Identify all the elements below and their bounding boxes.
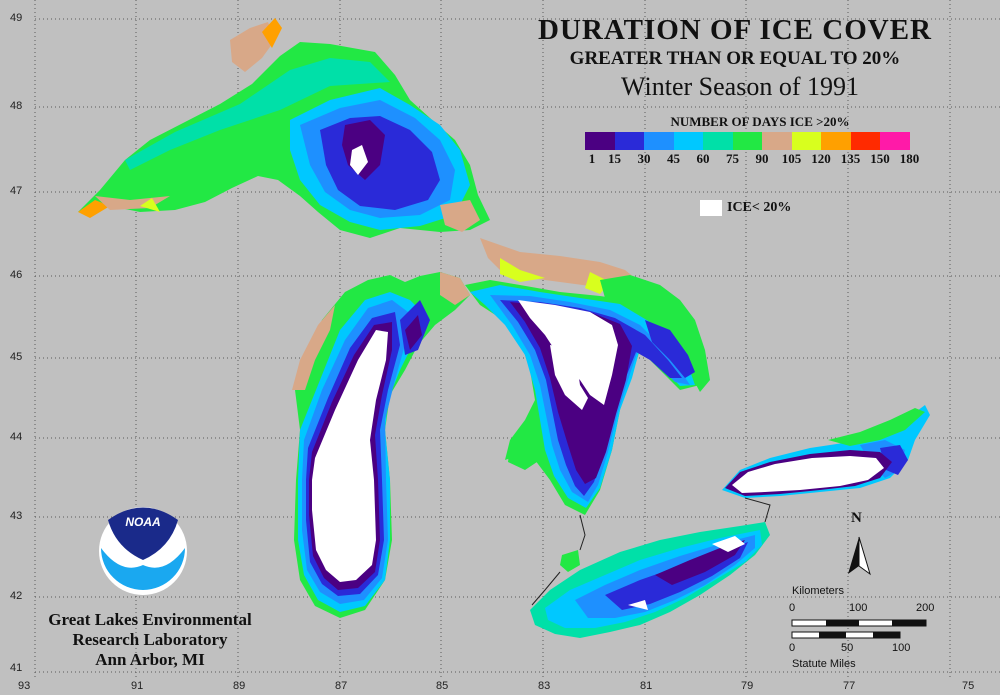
scale-km-tick: 0 <box>789 602 796 614</box>
legend-swatch <box>762 132 792 150</box>
legend-color-bar <box>585 132 910 150</box>
legend-swatch <box>673 132 703 150</box>
scale-mi-tick: 0 <box>789 642 796 654</box>
legend-tick-label: 15 <box>608 151 621 166</box>
legend-swatch <box>880 132 910 150</box>
lake-superior <box>78 18 490 238</box>
legend-tick-labels: 1 15 30 45 60 75 90 105 120 135 150 180 <box>578 151 938 167</box>
ice-legend-label: ICE< 20% <box>727 200 792 215</box>
credit-line-1: Great Lakes Environmental <box>48 610 252 629</box>
legend-swatch <box>614 132 644 150</box>
legend-tick-label: 120 <box>811 151 831 166</box>
scale-km-tick: 200 <box>916 602 935 614</box>
longitude-label: 83 <box>538 680 551 692</box>
legend-swatch <box>850 132 880 150</box>
legend-tick-label: 45 <box>667 151 680 166</box>
lake-erie <box>530 522 770 638</box>
latitude-label: 46 <box>10 269 23 281</box>
credit-line-2: Research Laboratory <box>72 630 228 649</box>
legend-swatch <box>821 132 851 150</box>
ice-legend-swatch <box>700 200 722 216</box>
scale-mi-tick: 100 <box>892 642 911 654</box>
legend-tick-label: 135 <box>840 151 861 166</box>
north-label: N <box>851 510 862 526</box>
legend-tick-label: 1 <box>588 151 596 166</box>
latitude-label: 44 <box>10 431 23 443</box>
longitude-label: 89 <box>233 680 246 692</box>
longitude-label: 81 <box>640 680 653 692</box>
north-arrow <box>848 536 871 576</box>
longitude-label: 77 <box>843 680 856 692</box>
legend-tick-label: 30 <box>637 151 651 166</box>
legend-swatch <box>644 132 674 150</box>
lake-st-clair <box>560 550 580 572</box>
legend-tick-label: 90 <box>755 151 769 166</box>
lake-huron <box>465 275 710 515</box>
season-title: Winter Season of 1991 <box>621 72 859 101</box>
latitude-label: 48 <box>10 100 23 112</box>
legend-tick-label: 180 <box>899 151 920 166</box>
latitude-label: 41 <box>10 662 23 674</box>
longitude-label: 85 <box>436 680 449 692</box>
connecting-rivers <box>531 497 771 606</box>
lake-ontario <box>722 405 930 498</box>
latitude-label: 45 <box>10 351 23 363</box>
latitude-label: 49 <box>10 12 23 24</box>
legend-tick-label: 60 <box>696 151 710 166</box>
scale-mi-tick: 50 <box>841 642 854 654</box>
scale-mi-label: Statute Miles <box>792 658 856 670</box>
latitude-label: 42 <box>10 590 23 602</box>
map-title: DURATION OF ICE COVER <box>538 14 932 46</box>
legend-swatch <box>703 132 733 150</box>
latitude-label: 47 <box>10 185 23 197</box>
longitude-label: 93 <box>18 680 31 692</box>
scale-bar-graphic <box>791 619 927 639</box>
noaa-logo <box>99 507 187 595</box>
legend-title: NUMBER OF DAYS ICE >20% <box>670 114 850 129</box>
legend-tick-label: 150 <box>870 151 890 166</box>
lake-michigan <box>292 272 470 618</box>
legend-swatch <box>791 132 821 150</box>
noaa-logo-text: NOAA <box>125 515 161 529</box>
credit-line-3: Ann Arbor, MI <box>95 650 205 669</box>
longitude-label: 79 <box>741 680 754 692</box>
scale-km-tick: 100 <box>849 602 868 614</box>
latitude-label: 43 <box>10 510 23 522</box>
map-subtitle: GREATER THAN OR EQUAL TO 20% <box>569 48 901 69</box>
legend-tick-label: 75 <box>726 151 739 166</box>
longitude-label: 75 <box>962 680 975 692</box>
legend-swatch <box>732 132 762 150</box>
legend-tick-label: 105 <box>781 151 802 166</box>
longitude-label: 91 <box>131 680 144 692</box>
longitude-label: 87 <box>335 680 348 692</box>
legend-swatch <box>585 132 615 150</box>
scale-km-label: Kilometers <box>792 585 844 597</box>
graticule <box>34 0 1000 680</box>
